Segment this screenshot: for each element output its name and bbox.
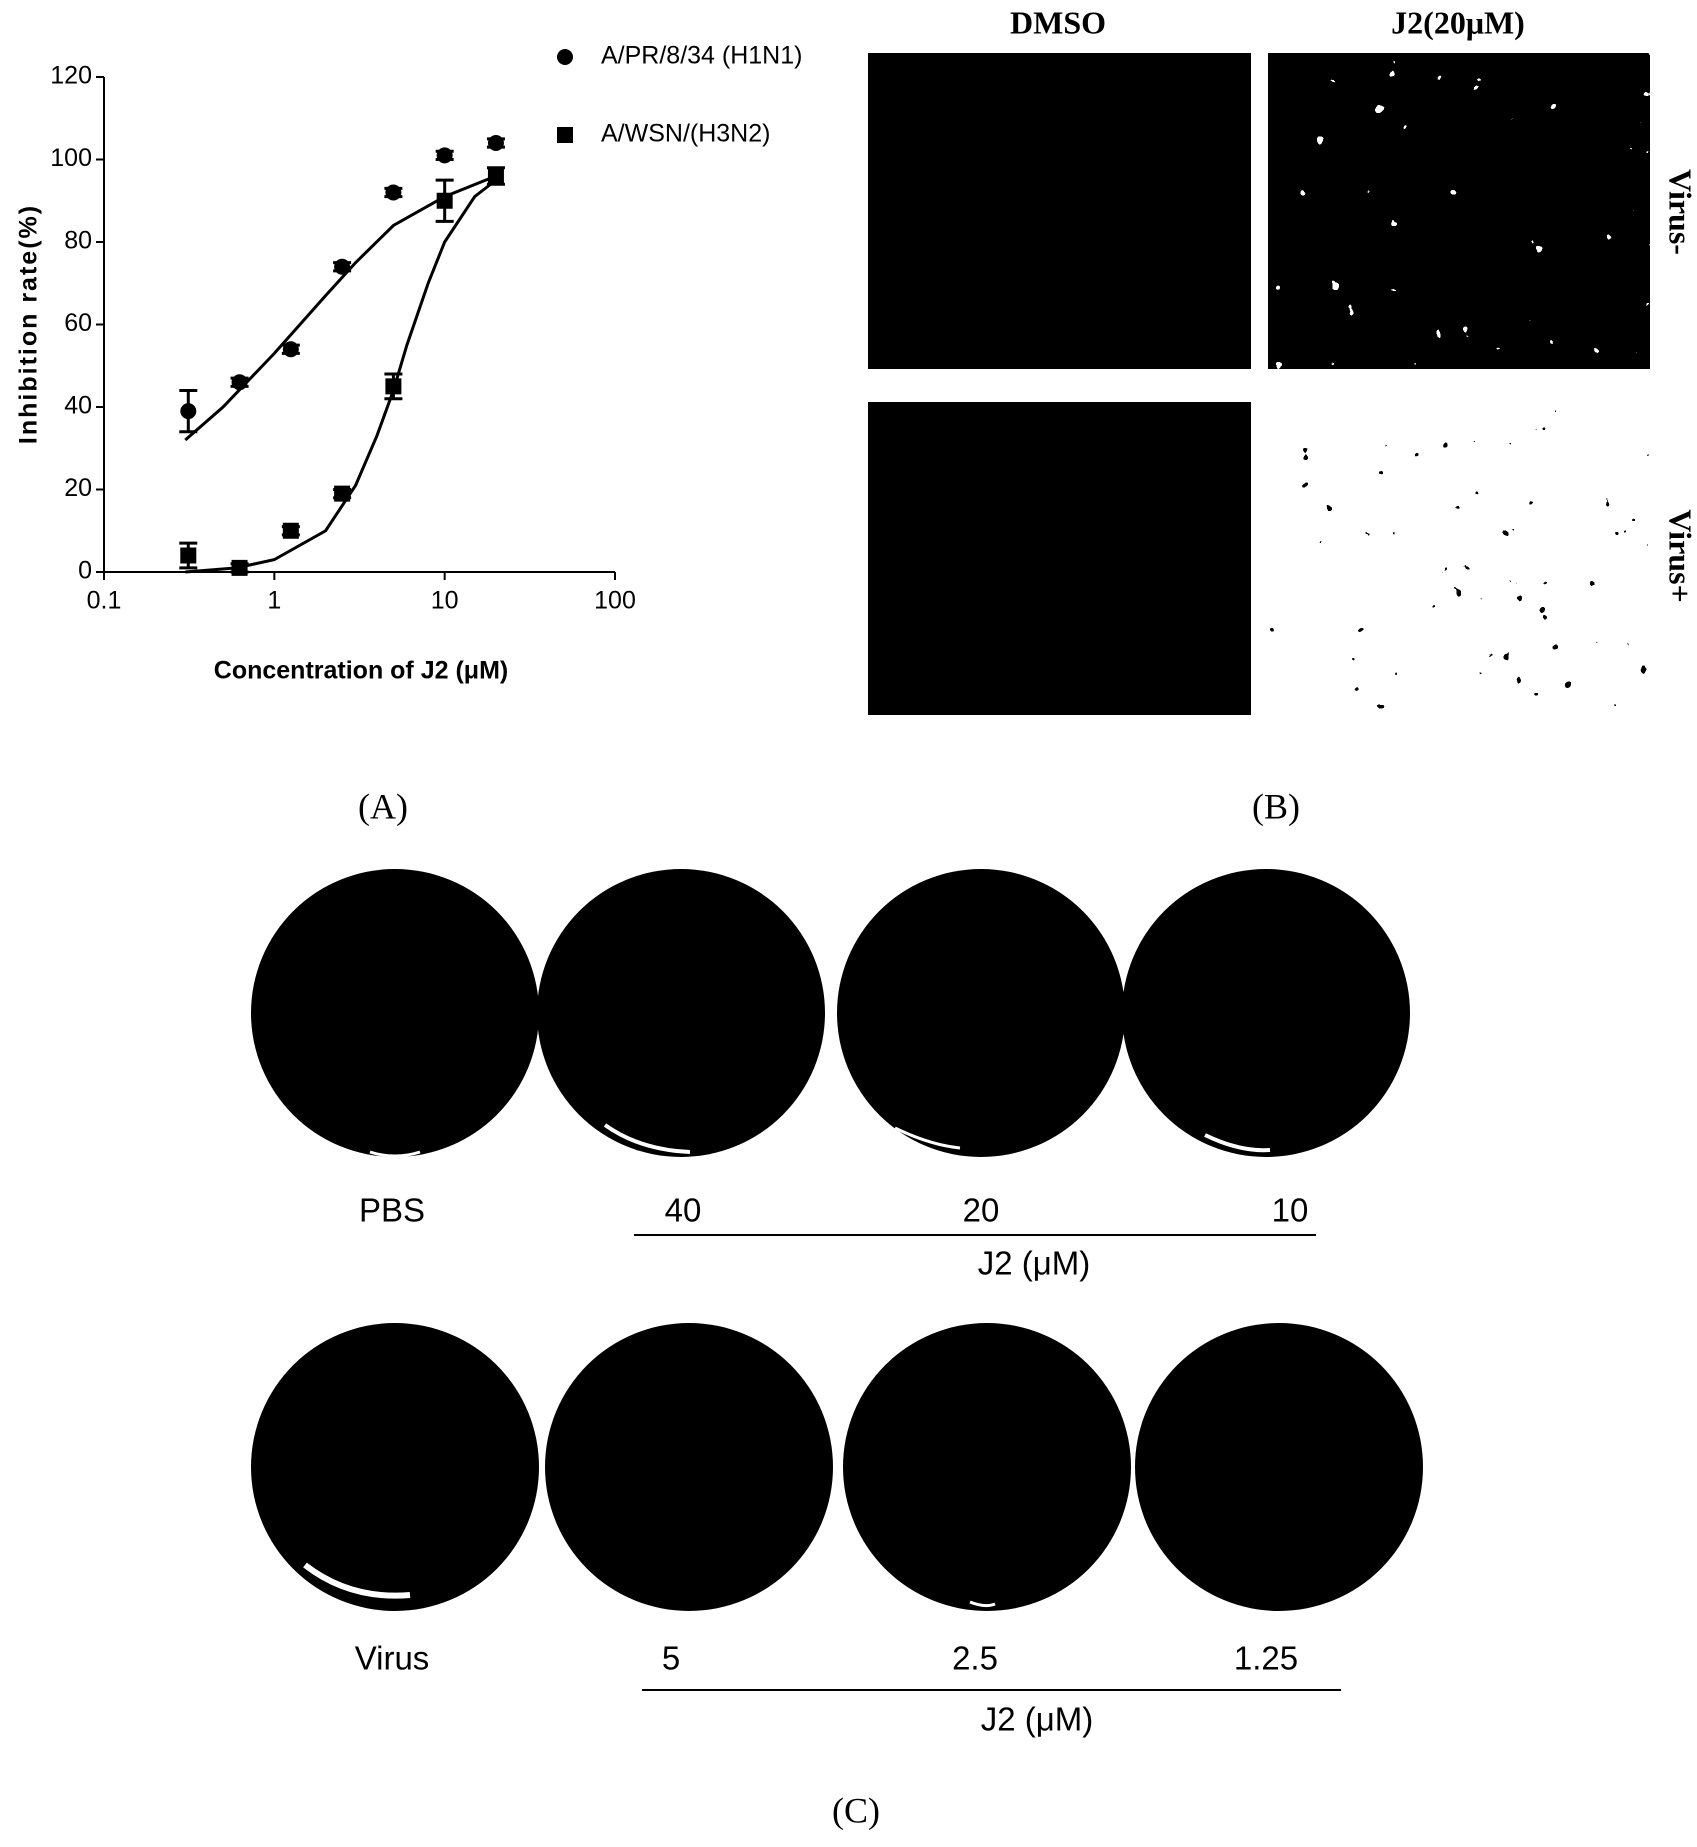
x-tick-label: 100 [594,587,636,615]
legend-label: A/PR/8/34 (H1N1) [601,42,802,70]
y-tick-label: 120 [50,62,92,90]
dose-label: 2.5 [952,1640,998,1677]
control-label: Virus [355,1640,430,1677]
unit-label: J2 (μM) [978,1245,1091,1282]
panel-label: (C) [832,1790,880,1830]
dish [251,1323,539,1611]
data-point [385,184,402,201]
data-point [180,403,197,420]
dish [843,1323,1131,1611]
x-axis-title: Concentration of J2 (μM) [214,657,508,685]
dish [1135,1323,1423,1611]
data-point [334,485,351,502]
dose-label: 5 [662,1640,680,1677]
y-tick-label: 0 [78,557,92,585]
micrograph [1268,402,1650,715]
dish-glare [969,1600,996,1608]
data-point [282,341,299,358]
data-point [385,378,402,395]
data-point [487,135,504,151]
dish-row [251,869,1410,1158]
dish-glare [369,1150,421,1158]
row-label: Virus- [1663,169,1697,255]
legend-marker [557,127,573,143]
dish [837,869,1125,1157]
data-point [231,374,248,391]
legend-marker [557,49,573,65]
data-point [487,168,504,184]
dose-label: 1.25 [1234,1640,1298,1677]
unit-label: J2 (μM) [981,1701,1094,1738]
data-point [231,559,248,576]
y-tick-label: 80 [64,227,92,255]
data-point [180,547,197,564]
micrograph [868,53,1251,369]
x-tick-label: 10 [431,587,459,615]
x-tick-label: 0.1 [87,587,122,615]
data-point [282,522,299,539]
dish-glare [894,1126,961,1150]
control-label: PBS [359,1192,425,1229]
dose-label: 10 [1272,1192,1309,1229]
micrograph [868,402,1251,715]
dish-glare [1204,1133,1271,1153]
column-label: DMSO [1010,4,1106,40]
dish-row [251,1323,1423,1611]
dish-glare [603,1123,691,1154]
x-tick-label: 1 [267,587,281,615]
legend-label: A/WSN/(H3N2) [601,120,770,148]
panel-label: (B) [1252,786,1300,826]
dish [545,1323,833,1611]
y-tick-label: 20 [64,474,92,502]
y-axis-title: Inhibition rate(%) [15,204,43,444]
y-tick-label: 60 [64,309,92,337]
y-tick-label: 40 [64,392,92,420]
y-tick-label: 100 [50,144,92,172]
fit-curve [184,174,497,442]
dish [1122,869,1410,1157]
micrograph [1268,53,1650,369]
data-point [436,147,453,164]
dish-glare [303,1562,411,1599]
dish [251,869,539,1157]
dose-label: 40 [665,1192,702,1229]
dose-label: 20 [963,1192,1000,1229]
column-label: J2(20μM) [1391,4,1525,40]
dish [537,869,825,1157]
data-point [334,258,351,275]
data-point [436,192,453,209]
fit-curve [185,178,497,574]
panel-label: (A) [358,786,408,826]
row-label: Virus+ [1663,509,1697,603]
